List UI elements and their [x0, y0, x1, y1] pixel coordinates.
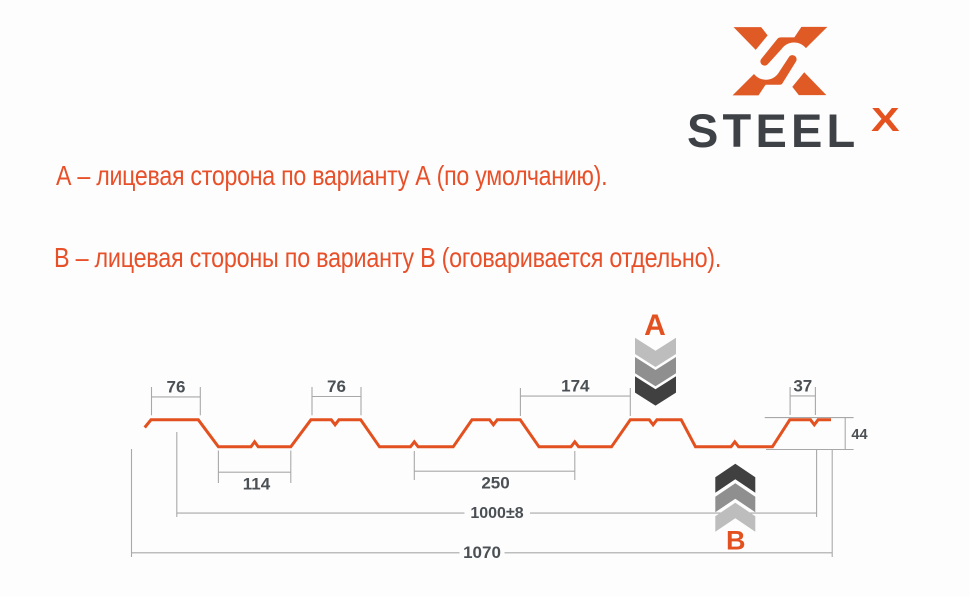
svg-text:A: A: [644, 309, 666, 342]
svg-text:76: 76: [167, 378, 186, 397]
svg-text:44: 44: [851, 427, 867, 443]
svg-text:1070: 1070: [463, 543, 501, 562]
svg-text:37: 37: [793, 377, 812, 396]
svg-text:174: 174: [561, 377, 590, 396]
svg-text:1000±8: 1000±8: [470, 505, 523, 522]
svg-text:114: 114: [243, 475, 271, 494]
svg-text:B: B: [726, 526, 746, 556]
svg-text:250: 250: [481, 474, 509, 493]
svg-text:76: 76: [327, 377, 346, 396]
